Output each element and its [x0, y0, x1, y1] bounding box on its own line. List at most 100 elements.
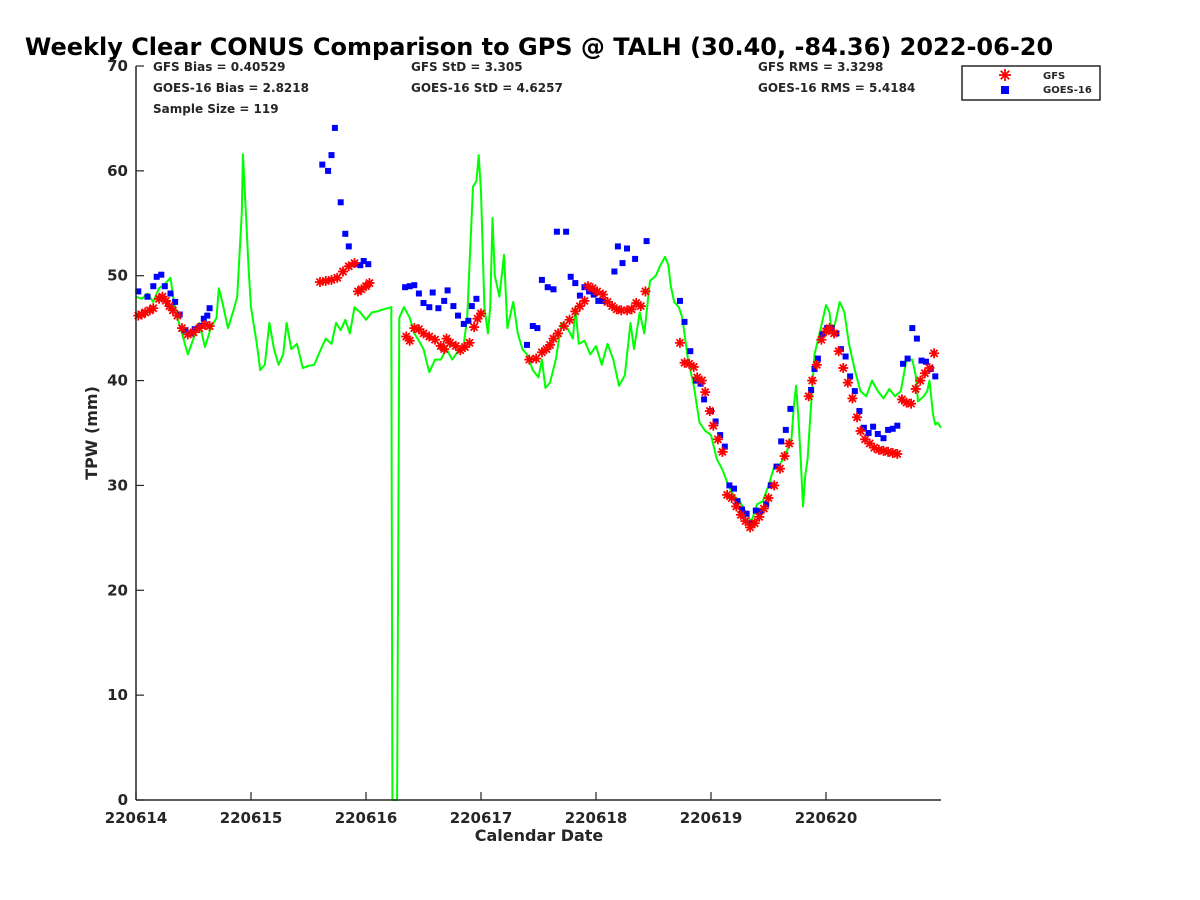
- legend-marker-goes: [1001, 86, 1009, 94]
- gfs-point: [469, 322, 480, 333]
- goes-point: [918, 357, 925, 364]
- goes-point: [697, 380, 704, 387]
- goes-point: [874, 431, 881, 437]
- gfs-point: [464, 337, 475, 348]
- goes-point: [712, 418, 719, 425]
- gfs-point: [553, 328, 564, 339]
- legend: GFS GOES-16: [961, 65, 1101, 101]
- gfs-point: [816, 334, 827, 345]
- gfs-point: [779, 451, 790, 462]
- goes-point: [524, 341, 530, 348]
- legend-label-gfs: GFS: [1043, 71, 1065, 82]
- goes-point: [544, 284, 551, 291]
- goes-point: [444, 287, 451, 294]
- legend-square: [1001, 86, 1009, 94]
- gfs-point: [524, 354, 535, 365]
- x-tick-label: 220619: [680, 809, 743, 827]
- gfs-point: [929, 348, 940, 359]
- goes-point: [619, 260, 626, 267]
- stat-sample-size: Sample Size = 119: [153, 102, 279, 116]
- goes-point: [534, 325, 541, 332]
- goes-point: [415, 290, 422, 297]
- gfs-point: [700, 387, 711, 398]
- y-tick-label: 20: [107, 581, 128, 599]
- goes-point: [426, 304, 433, 311]
- x-tick-label: 220620: [795, 809, 858, 827]
- goes-point: [687, 348, 694, 355]
- goes-point: [614, 243, 621, 250]
- goes-point: [331, 124, 338, 131]
- gfs-point: [332, 272, 343, 283]
- gfs-point: [315, 277, 325, 288]
- gfs-point: [204, 321, 215, 332]
- gfs-point: [717, 446, 728, 457]
- goes-point: [161, 283, 168, 290]
- gfs-point: [824, 323, 835, 334]
- goes-point: [624, 245, 630, 252]
- gfs-point: [674, 337, 685, 348]
- stat-gfs-std: GFS StD = 3.305: [411, 60, 523, 74]
- gfs-point: [769, 480, 780, 491]
- goes-point: [787, 405, 794, 412]
- goes-point: [932, 373, 939, 380]
- goes-point: [643, 238, 650, 245]
- goes-point: [576, 292, 583, 299]
- gfs-point: [906, 398, 917, 409]
- gfs-point: [807, 375, 818, 386]
- gfs-point: [696, 375, 707, 386]
- gfs-point: [704, 405, 715, 416]
- gfs-point: [735, 509, 746, 520]
- gfs-point: [148, 303, 159, 314]
- goes-point: [611, 268, 618, 275]
- gfs-point: [177, 323, 187, 334]
- goes-point: [563, 228, 570, 235]
- goes-point: [885, 426, 892, 433]
- goes-point: [743, 510, 750, 517]
- goes-series: [135, 124, 939, 527]
- goes-point: [865, 430, 872, 436]
- goes-point: [135, 288, 142, 295]
- gfs-point: [833, 346, 844, 357]
- goes-point: [529, 323, 536, 329]
- goes-point: [880, 435, 887, 442]
- goes-point: [337, 199, 344, 206]
- goes-point: [572, 280, 579, 287]
- gfs-point: [852, 412, 863, 423]
- goes-point: [814, 355, 821, 362]
- gfs-point: [688, 361, 699, 372]
- x-axis-label: Calendar Date: [475, 826, 604, 845]
- y-axis-label: TPW (mm): [82, 386, 101, 480]
- gfs-point: [803, 391, 814, 402]
- gfs-point: [472, 313, 483, 324]
- gfs-point: [404, 335, 415, 346]
- goes-point: [595, 297, 602, 304]
- gfs-point: [430, 334, 440, 345]
- goes-point: [342, 230, 349, 237]
- goes-point: [538, 276, 545, 283]
- goes-point: [365, 261, 372, 268]
- goes-point: [763, 501, 770, 508]
- goes-point: [870, 423, 877, 430]
- goes-point: [144, 293, 151, 300]
- gfs-point: [731, 501, 742, 512]
- gfs-point: [708, 420, 719, 431]
- goes-point: [429, 289, 436, 296]
- y-tick-label: 30: [107, 476, 128, 494]
- gfs-point: [842, 377, 853, 388]
- gfs-point: [635, 301, 646, 312]
- goes-point: [681, 318, 688, 325]
- goes-point: [553, 228, 560, 235]
- x-tick-label: 220616: [335, 809, 398, 827]
- goes-point: [411, 282, 418, 289]
- stat-goes-std: GOES-16 StD = 4.6257: [411, 81, 563, 95]
- gfs-point: [749, 518, 760, 529]
- goes-point: [473, 295, 480, 302]
- gfs-point: [476, 308, 486, 319]
- goes-point: [721, 443, 728, 450]
- gfs-point: [531, 353, 542, 364]
- y-tick-label: 40: [107, 372, 128, 390]
- gfs-point: [726, 493, 737, 504]
- goes-point: [677, 297, 683, 304]
- goes-point: [913, 335, 920, 342]
- goes-point: [851, 388, 858, 395]
